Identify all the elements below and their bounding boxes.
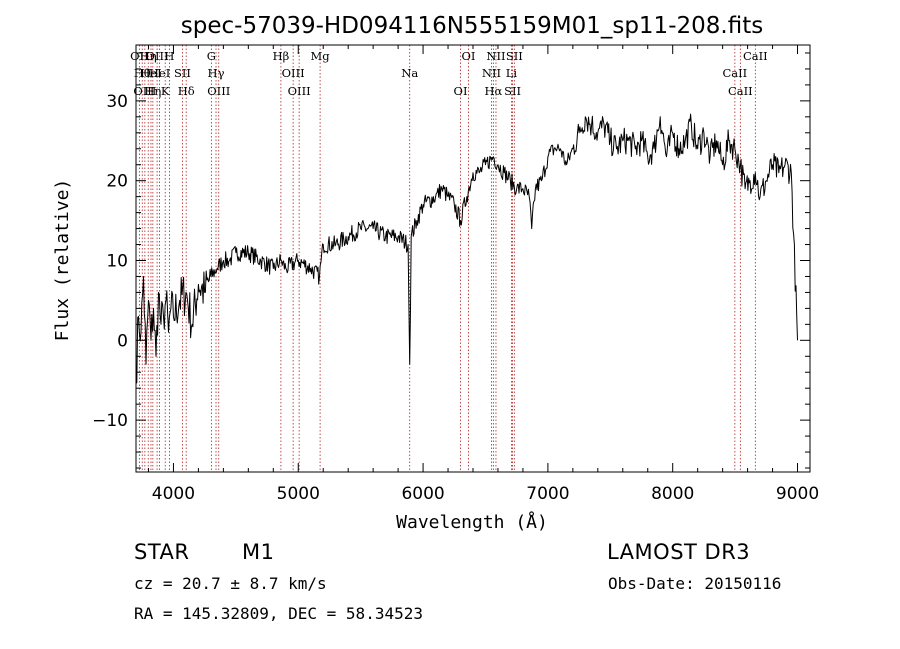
redshift-velocity: cz = 20.7 ± 8.7 km/s <box>134 574 327 593</box>
spectral-line-label: SII <box>174 66 191 80</box>
spectral-line-label: SII <box>504 84 521 98</box>
y-tick-label: 20 <box>106 172 128 192</box>
spectral-line-label: Hδ <box>178 84 195 98</box>
y-tick-label: −10 <box>92 411 128 431</box>
spectral-line-label: G <box>207 49 216 63</box>
spectral-line-labels: OIIHθOIIIHηHeIHηOIIIHeIKHSIIHδGHγOIIIHβO… <box>130 49 768 98</box>
spectral-line-label: OI <box>462 49 476 63</box>
spectral-line-label: OIII <box>288 84 311 98</box>
x-axis-label: Wavelength (Å) <box>396 511 548 533</box>
spectral-line-label: Hη <box>140 49 157 63</box>
spectral-line-label: CaII <box>728 84 753 98</box>
spectral-line-label: NII <box>486 49 505 63</box>
spectral-line-label: HeI <box>140 66 161 80</box>
spectral-line-label: H <box>164 49 174 63</box>
spectral-line-label: Hθ <box>134 66 151 80</box>
spectral-line-label: OI <box>454 84 468 98</box>
spectral-line-label: CaII <box>722 66 747 80</box>
spectral-line-label: OII <box>130 49 149 63</box>
spectral-line-label: OIII <box>146 49 169 63</box>
y-tick-label: 30 <box>106 92 128 112</box>
spectral-line-label: K <box>161 84 170 98</box>
spectral-line-label: Li <box>506 66 518 80</box>
y-axis-label: Flux (relative) <box>52 179 73 342</box>
object-subclass: M1 <box>242 540 275 564</box>
y-tick-label: 0 <box>117 331 128 351</box>
spectral-line-label: Hη <box>144 84 161 98</box>
x-tick-label: 7000 <box>526 484 569 504</box>
x-tick-label: 4000 <box>152 484 195 504</box>
spectral-line-label: OIII <box>207 84 230 98</box>
spectral-line-label: OIII <box>133 84 156 98</box>
spectral-line-label: Hα <box>484 84 502 98</box>
x-axis: 4000 5000 6000 7000 8000 9000 <box>147 45 819 504</box>
x-tick-label: 9000 <box>776 484 819 504</box>
x-tick-label: 8000 <box>651 484 694 504</box>
spectral-line-label: HeI <box>149 66 170 80</box>
observation-date: Obs-Date: 20150116 <box>608 574 782 593</box>
survey-name: LAMOST DR3 <box>607 540 751 564</box>
chart-title: spec-57039-HD094116N555159M01_sp11-208.f… <box>181 13 763 39</box>
spectral-line-label: CaII <box>743 49 768 63</box>
spectral-line-label: SII <box>506 49 523 63</box>
spectral-line-label: NII <box>482 66 501 80</box>
y-axis: −10 0 10 20 30 <box>92 52 810 469</box>
object-type: STAR <box>134 540 190 564</box>
spectral-line-label: OIII <box>282 66 305 80</box>
x-tick-label: 6000 <box>401 484 444 504</box>
sky-coordinates: RA = 145.32809, DEC = 58.34523 <box>134 604 423 623</box>
spectral-line-label: Na <box>401 66 418 80</box>
plot-frame <box>135 44 811 473</box>
spectral-line-label: Hγ <box>208 66 225 80</box>
spectrum-series-line <box>135 113 798 384</box>
y-tick-label: 10 <box>106 251 128 271</box>
x-tick-label: 5000 <box>277 484 320 504</box>
spectral-line-label: Mg <box>311 49 331 63</box>
spectral-line-label: Hβ <box>273 49 290 63</box>
